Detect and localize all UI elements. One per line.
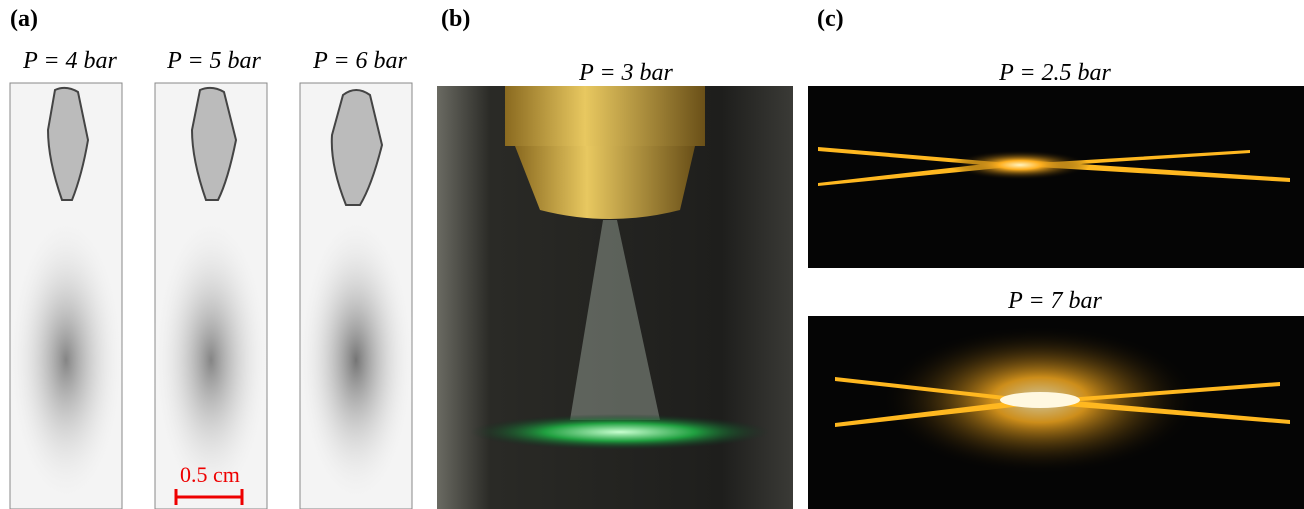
figure: (a) P = 4 bar P = 5 bar P = 6 bar 0.5 cm… <box>0 0 1304 509</box>
panel-label: (a) <box>10 6 38 32</box>
scale-bar-label: 0.5 cm <box>180 462 240 487</box>
panel-a-images <box>6 83 416 509</box>
panel-label: (c) <box>817 6 844 32</box>
image-title: P = 2.5 bar <box>998 60 1111 86</box>
image-title: P = 4 bar <box>22 48 117 74</box>
panel-c-image-bottom <box>808 316 1304 509</box>
panel-b-image <box>437 86 793 509</box>
image-title: P = 5 bar <box>166 48 261 74</box>
image-title: P = 6 bar <box>312 48 407 74</box>
panel-label: (b) <box>441 6 470 32</box>
image-title: P = 7 bar <box>1007 288 1102 314</box>
panel-c-image-top <box>808 86 1304 268</box>
image-title: P = 3 bar <box>578 60 673 86</box>
